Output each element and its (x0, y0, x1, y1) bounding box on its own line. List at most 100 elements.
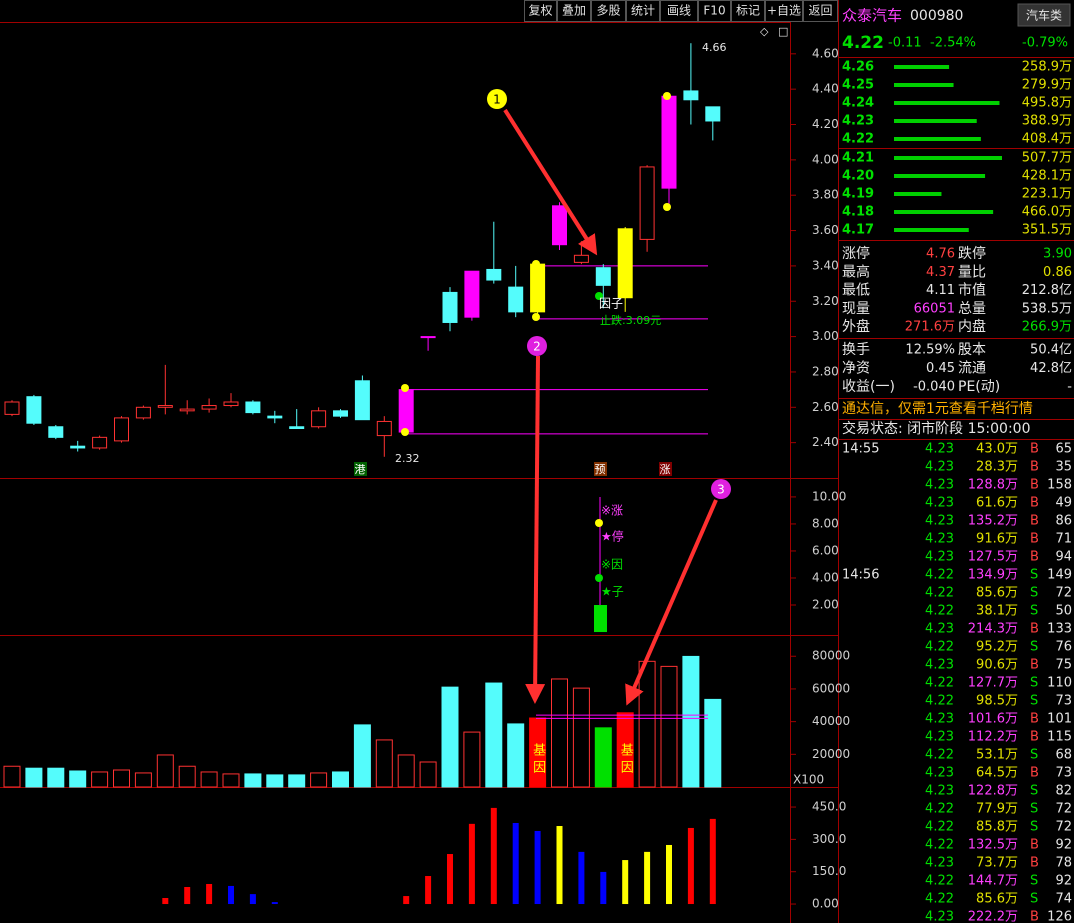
trade-price: 4.23 (925, 730, 954, 745)
trade-amount: 85.6万 (976, 586, 1018, 601)
candle-body (376, 420, 392, 437)
book-volume: 495.8万 (1022, 96, 1072, 111)
trade-side: B (1030, 550, 1039, 565)
volume-tag: 基因 (530, 743, 546, 777)
marker-box (354, 462, 367, 476)
trade-amount: 90.6万 (976, 658, 1018, 673)
stat-value: 42.8亿 (1030, 361, 1072, 376)
toolbar-label[interactable]: 画线 (667, 4, 691, 18)
trade-price: 4.22 (925, 586, 954, 601)
trade-amount: 122.8万 (968, 784, 1018, 799)
bottom-bar (578, 851, 585, 905)
trade-count: 92 (1055, 874, 1072, 889)
volume-bar (463, 731, 481, 788)
callout: 3 (717, 483, 725, 497)
y-tick-label: 2.80 (812, 364, 839, 378)
candle-body (552, 205, 567, 246)
y-tick-label: 300.0 (812, 832, 846, 846)
toolbar-label[interactable]: 多股 (596, 4, 620, 18)
volume-bar (441, 686, 459, 788)
icon-diamond[interactable]: ◇ (760, 25, 769, 38)
trade-amount: 73.7万 (976, 856, 1018, 871)
toolbar-button[interactable] (524, 0, 557, 22)
bottom-bar (447, 854, 453, 905)
trade-amount: 28.3万 (976, 460, 1018, 475)
book-price: 4.21 (842, 151, 874, 166)
stat-label: 涨停 (842, 245, 870, 262)
toolbar-button[interactable] (626, 0, 660, 22)
trade-amount: 135.2万 (968, 514, 1018, 529)
trade-side: S (1030, 748, 1038, 763)
book-bar (894, 228, 969, 232)
trade-price: 4.23 (925, 712, 954, 727)
trade-side: S (1030, 694, 1038, 709)
volume-bar (91, 771, 109, 788)
y-tick-label: 4.00 (812, 152, 839, 166)
sector-button[interactable] (1017, 3, 1071, 27)
trade-count: 75 (1055, 658, 1072, 673)
trade-count: 74 (1055, 892, 1072, 907)
trade-amount: 112.2万 (968, 730, 1018, 745)
toolbar-label[interactable]: 叠加 (562, 4, 586, 18)
trade-count: 115 (1047, 730, 1072, 745)
toolbar-label[interactable]: 标记 (736, 4, 760, 18)
trade-price: 4.22 (925, 676, 954, 691)
volume-bar (375, 739, 393, 788)
high-label: 4.66 (702, 41, 727, 54)
callout-circle (711, 479, 731, 499)
icon-square[interactable]: □ (778, 25, 788, 38)
trade-price: 4.23 (925, 550, 954, 565)
toolbar-button[interactable] (765, 0, 803, 22)
trade-amount: 101.6万 (968, 712, 1018, 727)
bottom-bar (534, 830, 541, 905)
trade-price: 4.23 (925, 442, 954, 457)
trade-side: B (1030, 460, 1039, 475)
candle-body (617, 228, 633, 299)
toolbar-button[interactable] (660, 0, 698, 22)
signal-label: ★停 (601, 529, 624, 544)
factor-label: 因子 (599, 297, 623, 311)
trade-side: S (1030, 892, 1038, 907)
toolbar-label[interactable]: 复权 (528, 4, 552, 18)
candle-body (26, 396, 42, 424)
toolbar-button[interactable] (591, 0, 626, 22)
trade-side: S (1030, 676, 1038, 691)
toolbar-button[interactable] (803, 0, 838, 22)
sector[interactable]: 汽车类 (1026, 8, 1062, 23)
y-tick-label: 4.20 (812, 117, 839, 131)
candle-body (70, 445, 86, 449)
banner[interactable]: 通达信，仅需1元查看千档行情 (842, 401, 1033, 417)
trade-amount: 144.7万 (968, 874, 1018, 889)
volume-bar (200, 771, 218, 788)
trade-price: 4.23 (925, 460, 954, 475)
toolbar-label[interactable]: 返回 (808, 4, 832, 18)
volume-bar (682, 655, 700, 788)
candle-body (508, 286, 524, 313)
toolbar-label[interactable]: F10 (703, 4, 725, 18)
toolbar-label[interactable]: 统计 (631, 4, 655, 18)
candle-body (683, 90, 699, 101)
marker: 预 (595, 463, 606, 476)
bottom-bar (687, 827, 694, 905)
y-tick-label: 0.00 (812, 897, 839, 911)
trade-price: 4.22 (925, 640, 954, 655)
trade-time: 14:56 (842, 568, 879, 583)
book-volume: 408.4万 (1022, 132, 1072, 147)
trade-side: B (1030, 478, 1039, 493)
trade-count: 86 (1055, 514, 1072, 529)
price: 4.22 (842, 33, 884, 53)
stat-label: 收益(一) (842, 379, 895, 395)
candle-body (573, 254, 589, 263)
trade-price: 4.22 (925, 568, 954, 583)
candle-body (595, 267, 611, 286)
volume-bar (310, 772, 328, 788)
toolbar-button[interactable] (698, 0, 731, 22)
toolbar-button[interactable] (557, 0, 591, 22)
toolbar-button[interactable] (731, 0, 765, 22)
candle-body (245, 401, 261, 414)
trade-price: 4.23 (925, 766, 954, 781)
trade-side: B (1030, 910, 1039, 923)
toolbar-label[interactable]: +自选 (767, 4, 801, 18)
trade-amount: 98.5万 (976, 694, 1018, 709)
